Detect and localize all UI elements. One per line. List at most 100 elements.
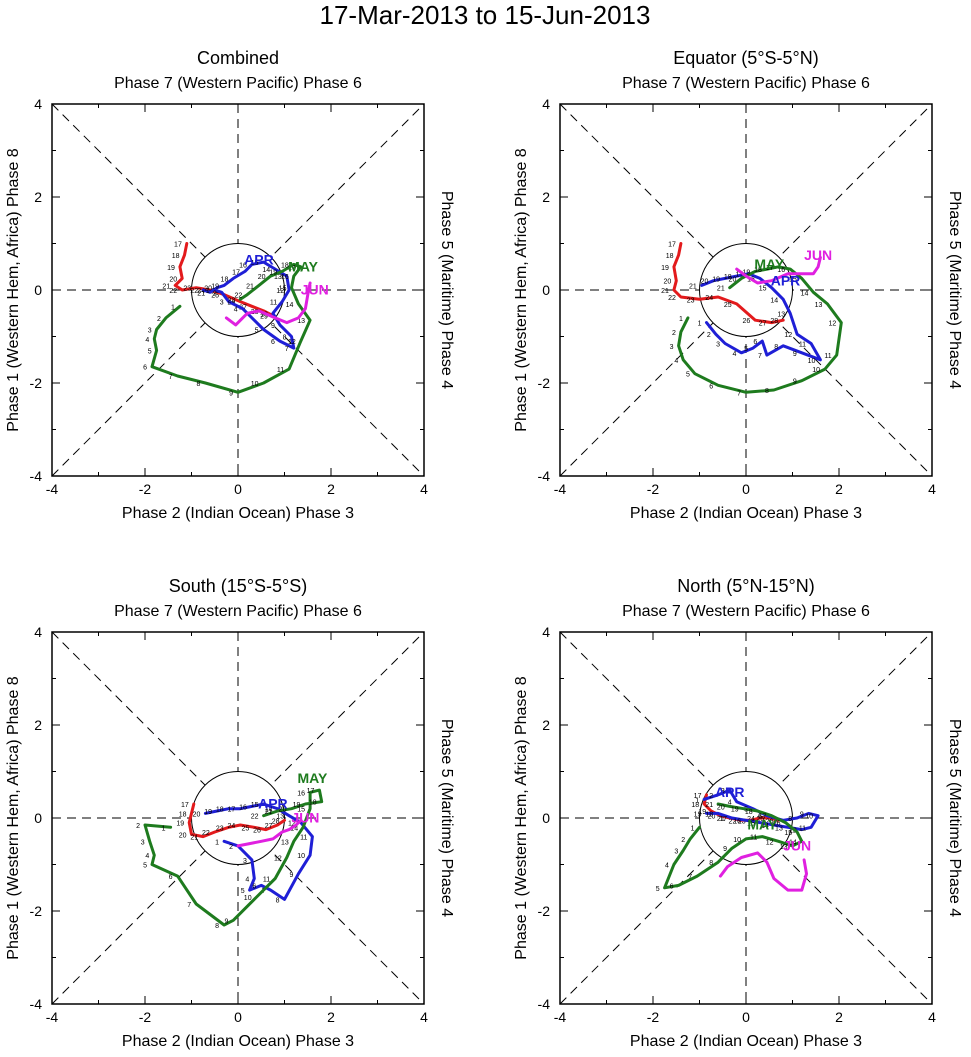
- day-label: 23: [228, 297, 236, 304]
- day-label: 26: [766, 818, 774, 825]
- day-label: 12: [288, 339, 296, 346]
- bottom-axis-label: Phase 2 (Indian Ocean) Phase 3: [630, 505, 862, 522]
- day-label: 10: [805, 814, 813, 821]
- day-label: 20: [663, 279, 671, 286]
- day-label: 16: [297, 790, 305, 797]
- day-label: 9: [271, 323, 275, 330]
- day-label: 3: [148, 328, 152, 335]
- day-label: 11: [300, 835, 307, 842]
- day-label: 6: [753, 339, 757, 346]
- day-label: 7: [737, 390, 741, 397]
- day-label: 8: [276, 897, 280, 904]
- day-label: 4: [145, 853, 149, 860]
- day-label: 23: [216, 825, 224, 832]
- day-label: 15: [784, 830, 792, 837]
- day-label: 7: [774, 818, 778, 825]
- page-title: 17-Mar-2013 to 15-Jun-2013: [320, 0, 651, 30]
- panel-equator: Equator (5°S-5°N) Phase 7 (Western Pacifi…: [513, 48, 963, 522]
- day-label: 2: [229, 844, 233, 851]
- y-tick-label: -2: [30, 903, 43, 919]
- day-label: 8: [215, 923, 219, 930]
- day-label: 5: [148, 348, 152, 355]
- x-tick-label: 2: [835, 481, 843, 497]
- day-label: 9: [229, 390, 233, 397]
- day-label: 19: [293, 802, 301, 809]
- day-label: 18: [754, 267, 762, 274]
- top-axis-label: Phase 7 (Western Pacific) Phase 6: [114, 603, 362, 620]
- day-label: 20: [708, 814, 716, 821]
- month-label-jun: JUN: [804, 247, 832, 263]
- left-axis-label: Phase 1 (Western Hem, Africa) Phase 8: [513, 676, 530, 959]
- day-label: 25: [756, 816, 764, 823]
- month-label-jun: JUN: [291, 810, 319, 826]
- day-label: 19: [661, 265, 669, 272]
- day-label: 10: [297, 853, 305, 860]
- day-label: 17: [694, 793, 702, 800]
- series-line-mar: [173, 242, 275, 318]
- day-label: 3: [243, 858, 247, 865]
- day-label: 19: [176, 821, 184, 828]
- day-label: 22: [202, 830, 210, 837]
- series-line-mar: [672, 242, 785, 325]
- day-label: 29: [260, 314, 268, 321]
- x-tick-label: 0: [742, 1009, 750, 1025]
- day-label: 19: [731, 807, 739, 814]
- day-label: 26: [253, 828, 261, 835]
- day-label: 16: [239, 804, 247, 811]
- y-tick-label: -4: [30, 468, 43, 484]
- day-label: 17: [736, 272, 744, 279]
- day-label: 10: [812, 367, 820, 374]
- day-label: 20: [279, 807, 287, 814]
- day-label: 7: [758, 353, 762, 360]
- day-label: 25: [724, 302, 732, 309]
- day-label: 17: [181, 802, 189, 809]
- day-label: 17: [288, 265, 296, 272]
- x-tick-label: 2: [835, 1009, 843, 1025]
- day-label: 20: [204, 286, 212, 293]
- y-tick-label: -2: [538, 903, 551, 919]
- day-label: 18: [745, 809, 753, 816]
- day-label: 11: [270, 300, 277, 307]
- day-label: 13: [777, 311, 785, 318]
- day-label: 2: [157, 316, 161, 323]
- day-label: 2: [213, 290, 217, 297]
- day-label: 4: [674, 358, 678, 365]
- day-label: 13: [281, 839, 289, 846]
- unit-circle: [699, 243, 793, 337]
- day-label: 18: [309, 800, 317, 807]
- x-tick-label: -4: [554, 1009, 567, 1025]
- day-label: 9: [793, 351, 797, 358]
- day-label: 5: [656, 886, 660, 893]
- day-label: 8: [774, 344, 778, 351]
- day-label: 20: [701, 279, 709, 286]
- series-line-mar: [187, 802, 286, 839]
- unit-circle: [191, 771, 285, 865]
- day-label: 23: [687, 297, 695, 304]
- day-label: 12: [274, 856, 282, 863]
- y-tick-label: 4: [34, 624, 42, 640]
- day-label: 21: [246, 283, 254, 290]
- day-label: 17: [307, 788, 315, 795]
- y-tick-label: 0: [542, 282, 550, 298]
- day-label: 20: [258, 274, 266, 281]
- day-label: 7: [688, 874, 692, 881]
- x-tick-label: -2: [647, 481, 660, 497]
- day-label: 1: [695, 797, 699, 804]
- day-label: 25: [241, 825, 249, 832]
- day-label: 19: [712, 276, 720, 283]
- day-label: 2: [709, 793, 713, 800]
- right-axis-label: Phase 5 (Maritime) Phase 4: [946, 191, 963, 389]
- day-label: 24: [705, 295, 713, 302]
- x-tick-label: 4: [420, 1009, 428, 1025]
- y-tick-label: 2: [542, 189, 550, 205]
- day-label: 17: [668, 242, 676, 249]
- day-label: 12: [766, 839, 774, 846]
- series-line-apr: [203, 802, 314, 901]
- day-label: 4: [732, 351, 736, 358]
- day-label: 17: [766, 265, 774, 272]
- panel-south: South (15°S-5°S) Phase 7 (Western Pacific…: [5, 576, 455, 1050]
- day-label: 25: [211, 293, 219, 300]
- day-label: 12: [784, 332, 792, 339]
- y-tick-label: 4: [34, 96, 42, 112]
- day-label: 20: [169, 276, 177, 283]
